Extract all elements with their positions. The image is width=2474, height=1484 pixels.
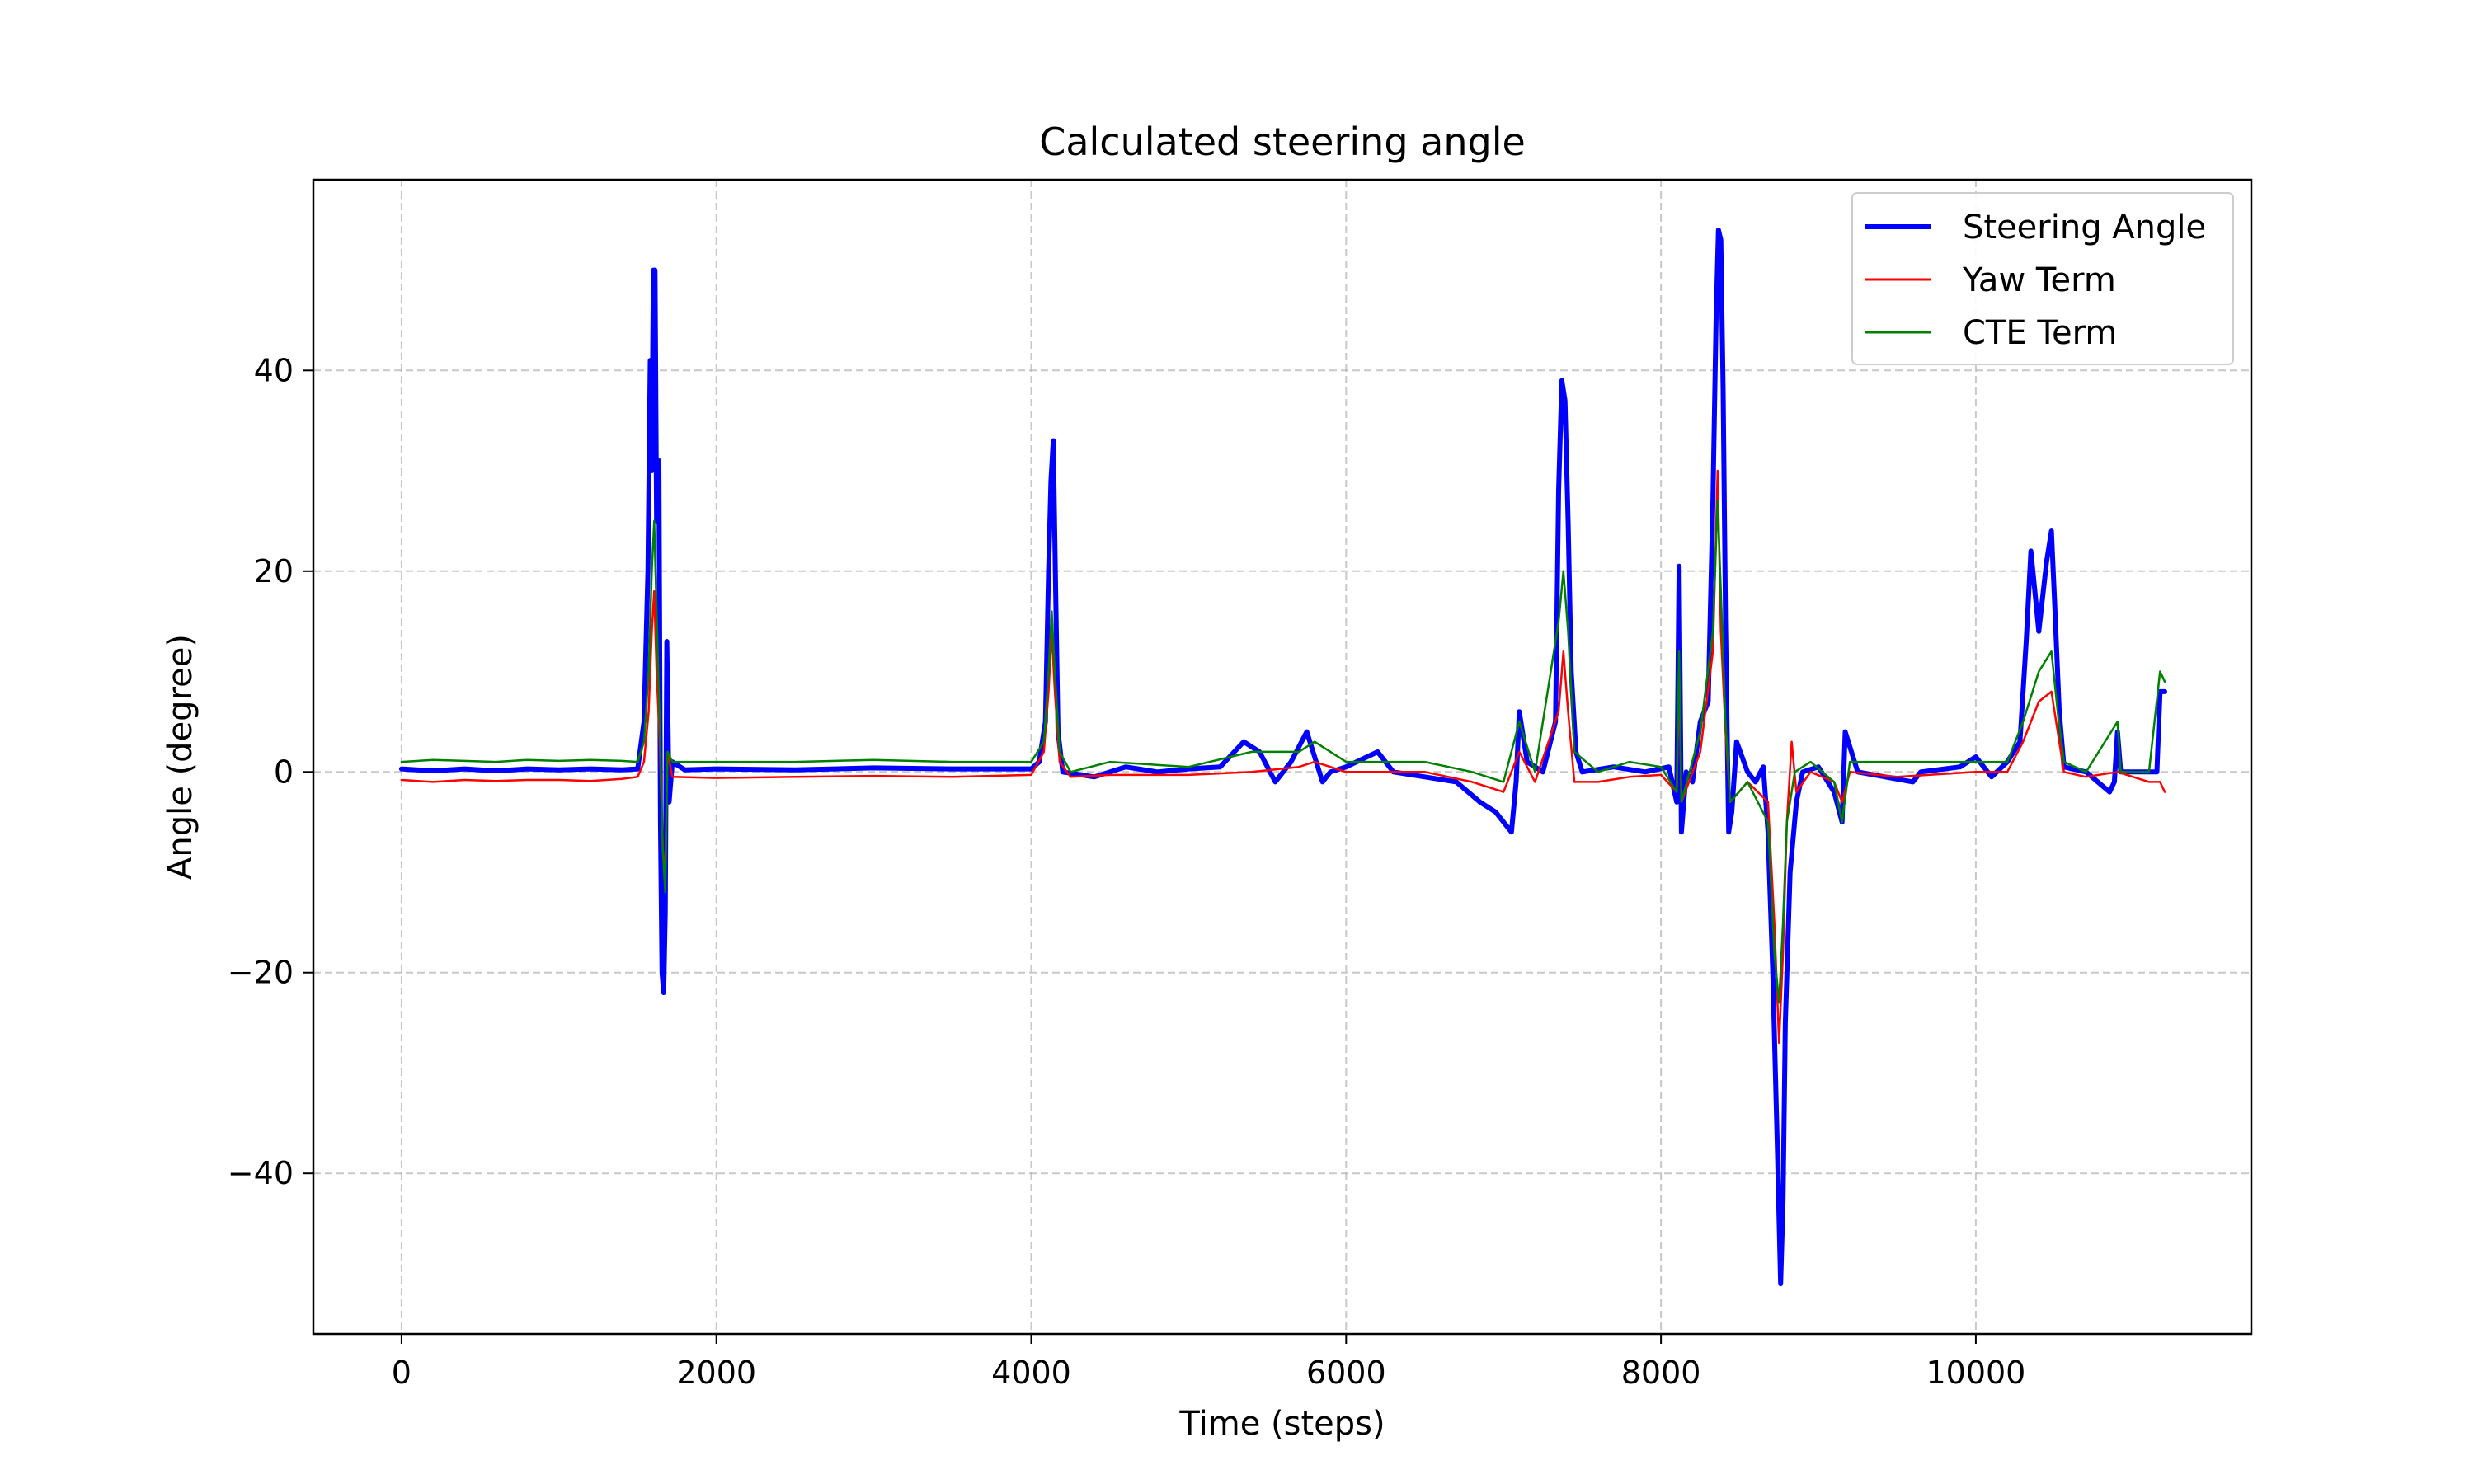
x-tick-label: 8000 xyxy=(1621,1355,1701,1391)
legend-box xyxy=(1851,192,2234,365)
y-tick-label: 40 xyxy=(254,352,294,388)
axes: 0 2000 4000 6000 8000 10000 −40 −20 0 20 40 xyxy=(228,352,2026,1391)
y-tick-label: 0 xyxy=(274,754,294,790)
x-axis-label: Time (steps) xyxy=(1178,1405,1385,1443)
series-line-cte-term xyxy=(400,500,2166,1004)
series-line-steering-angle xyxy=(398,227,2167,1287)
plot-area-frame xyxy=(312,178,2253,1336)
chart-title: Calculated steering angle xyxy=(1039,120,1526,164)
legend-label-steering-angle: Steering Angle xyxy=(1963,209,2206,247)
x-tick-label: 4000 xyxy=(991,1355,1071,1391)
y-tick-label: −20 xyxy=(228,955,294,991)
plot-series xyxy=(398,227,2167,1287)
x-tick-label: 2000 xyxy=(676,1355,756,1391)
y-axis-label: Angle (degree) xyxy=(162,634,200,880)
x-tick-label: 10000 xyxy=(1926,1355,2025,1391)
legend-label-cte-term: CTE Term xyxy=(1963,314,2117,352)
legend: Steering Angle Yaw Term CTE Term xyxy=(1851,192,2234,365)
y-tick-label: 20 xyxy=(254,553,294,589)
x-tick-label: 6000 xyxy=(1306,1355,1386,1391)
legend-label-yaw-term: Yaw Term xyxy=(1962,261,2116,299)
x-tick-label: 0 xyxy=(392,1355,412,1391)
y-tick-label: −40 xyxy=(228,1155,294,1191)
